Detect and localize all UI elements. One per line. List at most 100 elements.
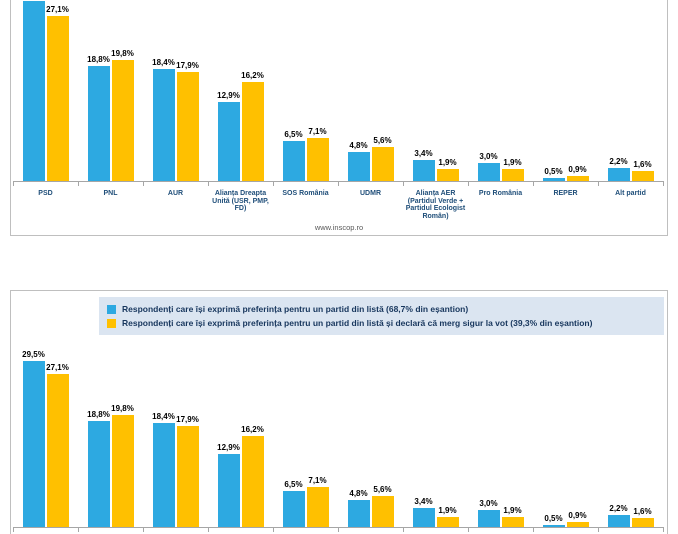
bar-value-label: 27,1% [46,363,69,373]
axis-tick [78,182,79,186]
bar-blue [412,160,435,181]
top-chart-plot: 29,5%27,1%18,8%19,8%18,4%17,9%12,9%16,2%… [13,1,663,181]
bar-column: 3,4% [412,343,435,528]
bar-blue [412,508,435,528]
bar-column: 3,4% [412,1,435,181]
category-label: REPER [553,190,578,197]
bar-gold [501,169,524,181]
bar-column: 5,6% [371,1,394,181]
bar-gold [371,495,394,528]
bar-group: 12,9% 16,2% [208,1,273,181]
bar-group: 18,8% 19,8% [78,1,143,181]
bar-column: 0,5% [542,1,565,181]
bar-group: 4,8% 5,6% [338,343,403,528]
bar-column: 7,1% [306,343,329,528]
bar-value-label: 19,8% [111,404,134,414]
bar-value-label: 7,1% [308,476,327,486]
bar-gold [566,175,589,181]
bar-column: 16,2% [241,343,264,528]
axis-tick [663,182,664,186]
bar-blue [347,500,370,528]
axis-tick [598,182,599,186]
bar-blue [542,524,565,528]
bar-column: 1,9% [501,343,524,528]
bar-value-label: 16,2% [241,424,264,434]
bar-group: 18,4% 17,9% [143,1,208,181]
bar-gold [176,426,199,528]
bar-group: 18,4% 17,9% [143,343,208,528]
bar-value-label: 1,9% [438,505,457,515]
bar-column: 1,9% [436,1,459,181]
bar-value-label: 17,9% [176,60,199,70]
bar-value-label: 12,9% [217,443,240,453]
bar-value-label: 5,6% [373,484,392,494]
legend-label-blue: Respondenți care își exprimă preferința … [122,304,469,314]
bar-column: 4,8% [347,1,370,181]
bar-column: 29,5% [22,1,45,181]
top-chart-category-labels: PSD PNL AUR Alianța Dreapta Unită (USR, PMP… [13,187,663,221]
legend-item-gold: Respondenți care își exprimă preferința … [107,316,656,330]
bar-value-label: 2,2% [609,156,628,166]
axis-tick [13,182,14,186]
bar-value-label: 0,9% [568,164,587,174]
bar-column: 3,0% [477,1,500,181]
bar-column: 16,2% [241,1,264,181]
bar-value-label: 3,4% [414,149,433,159]
bar-column: 17,9% [176,343,199,528]
bar-value-label: 4,8% [349,489,368,499]
bar-gold [176,71,199,181]
bar-value-label: 3,0% [479,499,498,509]
bar-group: 6,5% 7,1% [273,343,338,528]
bar-group: 18,8% 19,8% [78,343,143,528]
bar-value-label: 0,5% [544,167,563,176]
bar-column: 29,5% [22,343,45,528]
bar-gold [631,518,654,528]
bar-value-label: 1,9% [503,505,522,515]
axis-tick [208,182,209,186]
bar-value-label: 12,9% [217,91,240,101]
inscop-url: www.inscop.ro [314,222,364,232]
bar-gold [436,169,459,181]
category-label: Alt partid [615,190,646,197]
bar-gold [241,435,264,528]
bar-column: 12,9% [217,1,240,181]
bar-value-label: 18,4% [152,412,175,422]
bar-blue [347,151,370,181]
axis-tick [403,528,404,533]
bar-gold [436,516,459,528]
panel-gap [0,238,678,290]
bar-value-label: 27,1% [46,4,69,14]
bar-column: 18,4% [152,1,175,181]
bar-column: 0,9% [566,343,589,528]
legend-item-blue: Respondenți care își exprimă preferința … [107,302,656,316]
bar-column: 6,5% [282,343,305,528]
bar-value-label: 1,9% [438,158,457,168]
bar-value-label: 18,8% [87,410,110,420]
bar-group: 3,0% 1,9% [468,1,533,181]
bar-column: 19,8% [111,1,134,181]
bar-value-label: 0,9% [568,511,587,521]
axis-tick [533,182,534,186]
legend: Respondenți care își exprimă preferința … [99,297,664,336]
bar-value-label: 3,4% [414,497,433,507]
bar-column: 5,6% [371,343,394,528]
bar-blue [217,102,240,181]
bar-column: 19,8% [111,343,134,528]
bar-gold [46,374,69,528]
top-chart-panel: 29,5%27,1%18,8%19,8%18,4%17,9%12,9%16,2%… [10,0,668,236]
legend-label-gold: Respondenți care își exprimă preferința … [122,318,593,329]
bar-group: 0,5% 0,9% [533,1,598,181]
bar-blue [87,66,110,181]
bottom-chart-panel: Respondenți care își exprimă preferința … [10,290,668,534]
bar-group: 6,5% 7,1% [273,1,338,181]
bar-value-label: 19,8% [111,49,134,59]
axis-tick [403,182,404,186]
axis-tick [208,528,209,533]
bar-column: 1,9% [501,1,524,181]
category-label: PNL [103,190,118,197]
bar-column: 1,9% [436,343,459,528]
bar-group: 0,5% 0,9% [533,343,598,528]
bar-column: 27,1% [46,1,69,181]
bar-group: 4,8% 5,6% [338,1,403,181]
bar-blue [152,68,175,181]
